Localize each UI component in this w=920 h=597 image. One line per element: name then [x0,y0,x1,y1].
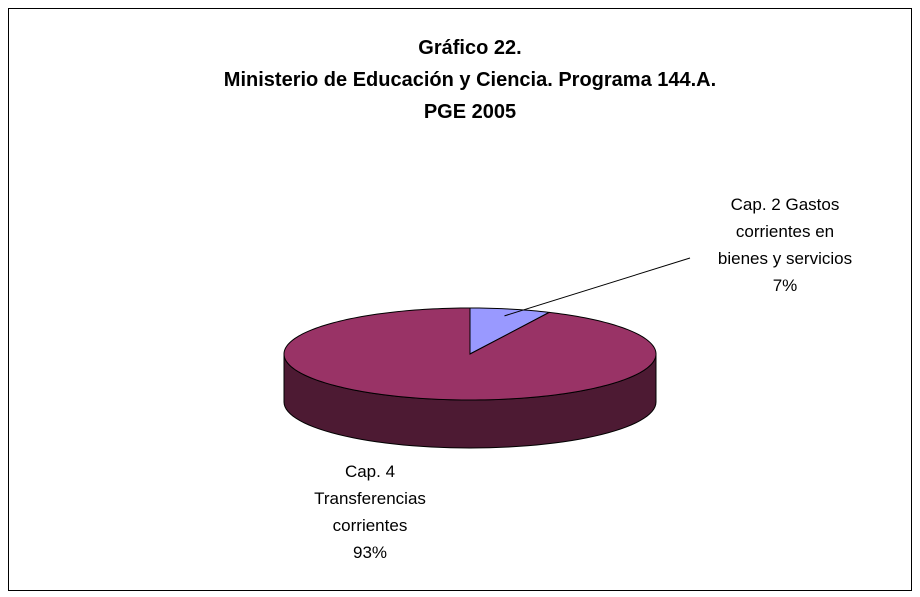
chart-title: Ministerio de Educación y Ciencia. Progr… [224,69,716,91]
chart-title: Gráfico 22. [418,37,521,59]
pie-slice [469,307,551,355]
slice-label: Cap. 4 Transferencias corrientes [314,462,426,535]
slice-value-label: 93% [353,543,387,562]
slice-label: Cap. 2 Gastos corrientes en bienes y servi… [718,195,852,268]
slice-value-label: 7% [773,276,798,295]
pie-slice [283,307,657,401]
chart-frame [8,8,912,591]
leader-line [504,257,691,317]
chart-title: PGE 2005 [424,101,516,123]
